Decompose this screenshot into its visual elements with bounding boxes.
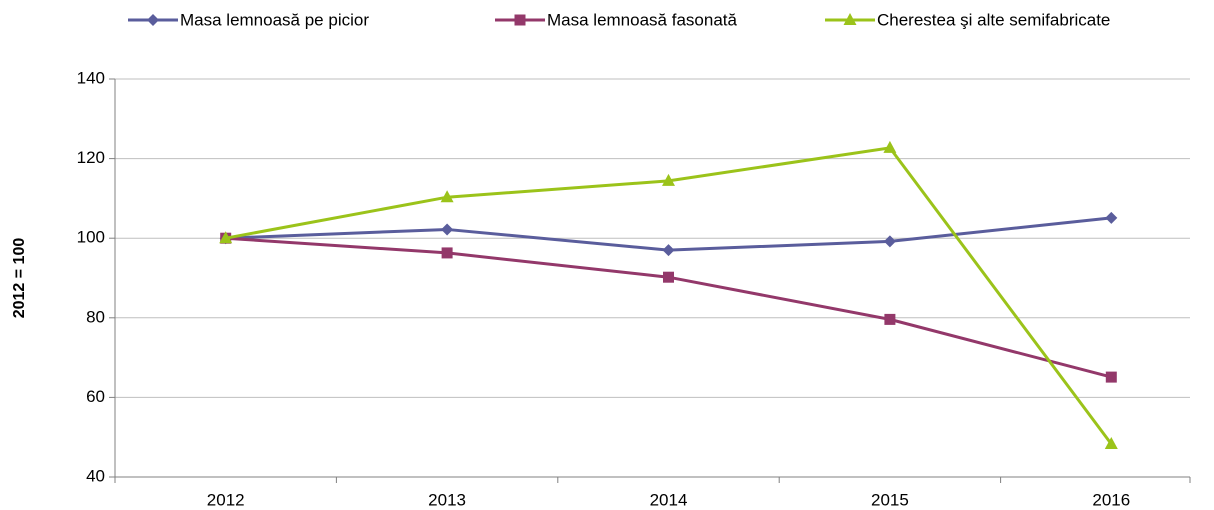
marker: [662, 173, 675, 186]
marker: [441, 247, 453, 259]
x-tick-label: 2012: [207, 490, 245, 509]
marker: [662, 244, 675, 257]
marker: [441, 223, 454, 236]
legend-marker: [514, 14, 526, 26]
y-tick-label: 40: [86, 466, 105, 485]
marker: [1105, 371, 1117, 383]
marker: [219, 231, 233, 244]
legend-label: Cherestea şi alte semifabricate: [877, 10, 1110, 29]
marker: [440, 190, 454, 203]
y-axis-label: 2012 = 100: [11, 238, 28, 319]
marker: [883, 235, 896, 248]
series-line: [225, 146, 1113, 445]
y-tick-label: 80: [86, 307, 105, 326]
x-tick-label: 2015: [871, 490, 909, 509]
x-tick-label: 2014: [650, 490, 688, 509]
legend-marker: [843, 13, 857, 25]
y-tick-label: 120: [77, 148, 105, 167]
legend-label: Masa lemnoasă pe picior: [180, 10, 369, 29]
y-tick-label: 100: [77, 228, 105, 247]
x-tick-label: 2013: [428, 490, 466, 509]
x-tick-label: 2016: [1092, 490, 1130, 509]
y-tick-label: 60: [86, 387, 105, 406]
legend-marker: [147, 14, 159, 26]
marker: [1104, 436, 1118, 449]
y-tick-label: 140: [77, 68, 105, 87]
marker: [884, 313, 896, 325]
marker: [883, 140, 897, 153]
marker: [1105, 211, 1118, 224]
series-line: [225, 236, 1112, 379]
marker: [663, 271, 674, 283]
legend-label: Masa lemnoasă fasonată: [547, 10, 737, 29]
